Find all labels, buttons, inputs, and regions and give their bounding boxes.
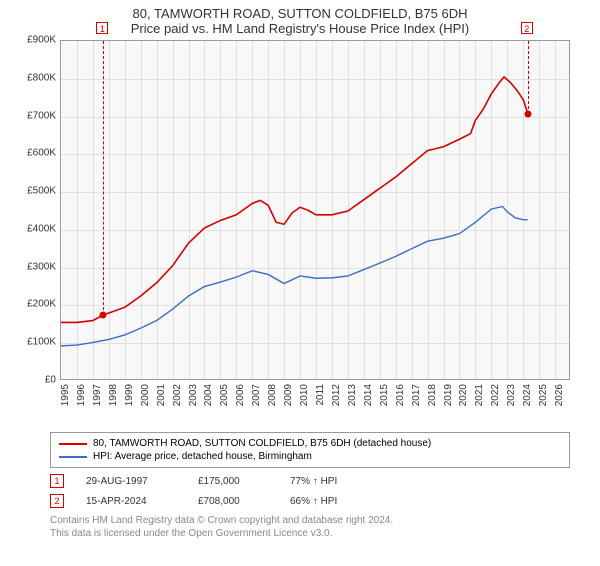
sale-marker: 1 <box>50 474 64 488</box>
marker-dashline <box>528 41 529 114</box>
sales-list: 1 29-AUG-1997 £175,000 77% ↑ HPI 2 15-APR-202… <box>0 474 600 508</box>
series-svg <box>61 41 571 381</box>
x-axis-label: 2006 <box>235 384 246 424</box>
legend-swatch <box>59 456 87 458</box>
x-axis-label: 2023 <box>506 384 517 424</box>
x-axis-label: 2001 <box>156 384 167 424</box>
x-axis-label: 1998 <box>108 384 119 424</box>
x-axis-label: 2014 <box>363 384 374 424</box>
marker-dot <box>524 110 531 117</box>
marker-box: 1 <box>96 22 108 34</box>
y-axis-label: £600K <box>16 148 56 159</box>
y-axis-label: £900K <box>16 35 56 46</box>
x-axis-label: 2012 <box>331 384 342 424</box>
legend-row: 80, TAMWORTH ROAD, SUTTON COLDFIELD, B75… <box>59 437 561 450</box>
sale-row: 1 29-AUG-1997 £175,000 77% ↑ HPI <box>50 474 600 488</box>
x-axis-label: 2018 <box>427 384 438 424</box>
legend: 80, TAMWORTH ROAD, SUTTON COLDFIELD, B75… <box>50 432 570 468</box>
footer-attribution: Contains HM Land Registry data © Crown c… <box>50 514 570 540</box>
x-axis-label: 2022 <box>490 384 501 424</box>
sale-price: £175,000 <box>198 476 268 487</box>
marker-dot <box>100 311 107 318</box>
x-axis-label: 2015 <box>379 384 390 424</box>
x-axis-label: 2005 <box>219 384 230 424</box>
x-axis-label: 1995 <box>60 384 71 424</box>
x-axis-label: 2017 <box>411 384 422 424</box>
x-axis-label: 2016 <box>395 384 406 424</box>
sale-price: £708,000 <box>198 496 268 507</box>
x-axis-label: 2013 <box>347 384 358 424</box>
legend-label: 80, TAMWORTH ROAD, SUTTON COLDFIELD, B75… <box>93 438 431 449</box>
y-axis-label: £300K <box>16 261 56 272</box>
x-axis-label: 2003 <box>188 384 199 424</box>
x-axis-label: 1999 <box>124 384 135 424</box>
plot-area <box>60 40 570 380</box>
sale-date: 15-APR-2024 <box>86 496 176 507</box>
x-axis-label: 2010 <box>299 384 310 424</box>
x-axis-label: 1996 <box>76 384 87 424</box>
y-axis-label: £0 <box>16 375 56 386</box>
x-axis-label: 2009 <box>283 384 294 424</box>
y-axis-label: £100K <box>16 337 56 348</box>
x-axis-label: 2000 <box>140 384 151 424</box>
sale-hpi: 66% ↑ HPI <box>290 496 337 507</box>
sale-row: 2 15-APR-2024 £708,000 66% ↑ HPI <box>50 494 600 508</box>
chart-title-line2: Price paid vs. HM Land Registry's House … <box>0 21 600 36</box>
x-axis-label: 2011 <box>315 384 326 424</box>
x-axis-label: 2024 <box>522 384 533 424</box>
sale-marker: 2 <box>50 494 64 508</box>
x-axis-label: 1997 <box>92 384 103 424</box>
legend-swatch <box>59 443 87 445</box>
x-axis-label: 2004 <box>203 384 214 424</box>
x-axis-label: 2020 <box>458 384 469 424</box>
y-axis-label: £200K <box>16 299 56 310</box>
x-axis-label: 2026 <box>554 384 565 424</box>
marker-box: 2 <box>521 22 533 34</box>
y-axis-label: £700K <box>16 110 56 121</box>
x-axis-label: 2025 <box>538 384 549 424</box>
y-axis-label: £400K <box>16 223 56 234</box>
x-axis-label: 2019 <box>443 384 454 424</box>
footer-line2: This data is licensed under the Open Gov… <box>50 527 570 540</box>
y-axis-label: £500K <box>16 186 56 197</box>
legend-label: HPI: Average price, detached house, Birm… <box>93 451 312 462</box>
legend-row: HPI: Average price, detached house, Birm… <box>59 450 561 463</box>
x-axis-label: 2002 <box>172 384 183 424</box>
x-axis-label: 2021 <box>474 384 485 424</box>
chart-title-line1: 80, TAMWORTH ROAD, SUTTON COLDFIELD, B75… <box>0 6 600 21</box>
marker-dashline <box>103 41 104 315</box>
x-axis-label: 2007 <box>251 384 262 424</box>
x-axis-label: 2008 <box>267 384 278 424</box>
chart-container: £0 £100K £200K £300K £400K £500K £600K £700K £80… <box>10 40 590 428</box>
sale-hpi: 77% ↑ HPI <box>290 476 337 487</box>
series-hpi <box>61 206 528 345</box>
series-price_paid <box>61 77 528 323</box>
sale-date: 29-AUG-1997 <box>86 476 176 487</box>
y-axis-label: £800K <box>16 72 56 83</box>
footer-line1: Contains HM Land Registry data © Crown c… <box>50 514 570 527</box>
